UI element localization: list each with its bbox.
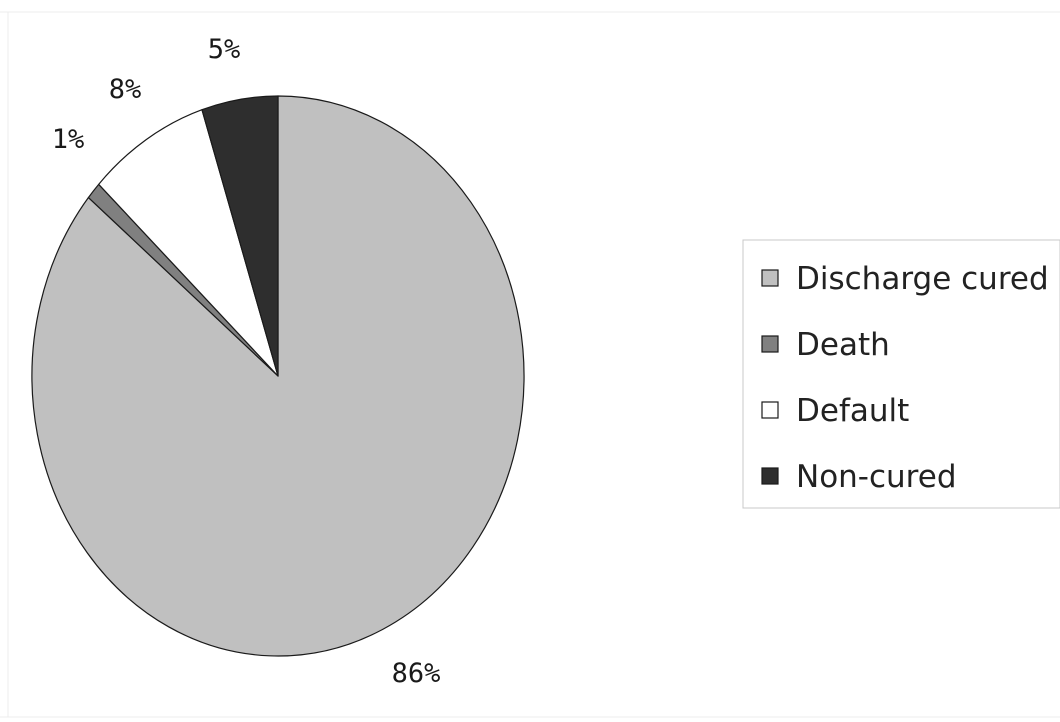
percent-label-non-cured: 5% bbox=[208, 34, 241, 65]
legend-swatch-death bbox=[761, 335, 779, 353]
pie-percent-labels: 86% 1% 8% 5% bbox=[52, 34, 441, 689]
pie-slice-default bbox=[98, 109, 279, 377]
legend-swatch-discharge-cured bbox=[761, 269, 779, 287]
legend-box bbox=[742, 239, 1060, 509]
legend: Discharge cured Death Default Non-cured bbox=[742, 239, 1060, 509]
pie-slice-non-cured bbox=[201, 95, 279, 377]
legend-label-non-cured: Non-cured bbox=[796, 459, 957, 495]
percent-label-discharge-cured: 86% bbox=[392, 658, 441, 689]
pie-slices bbox=[31, 95, 525, 657]
legend-label-default: Default bbox=[796, 393, 909, 429]
percent-label-death: 1% bbox=[52, 124, 85, 155]
pie-slice-discharge-cured bbox=[31, 95, 525, 657]
legend-swatch-non-cured bbox=[761, 467, 779, 485]
legend-swatch-default bbox=[761, 401, 779, 419]
legend-label-death: Death bbox=[796, 327, 890, 363]
percent-label-default: 8% bbox=[109, 74, 142, 105]
legend-label-discharge-cured: Discharge cured bbox=[796, 261, 1049, 297]
